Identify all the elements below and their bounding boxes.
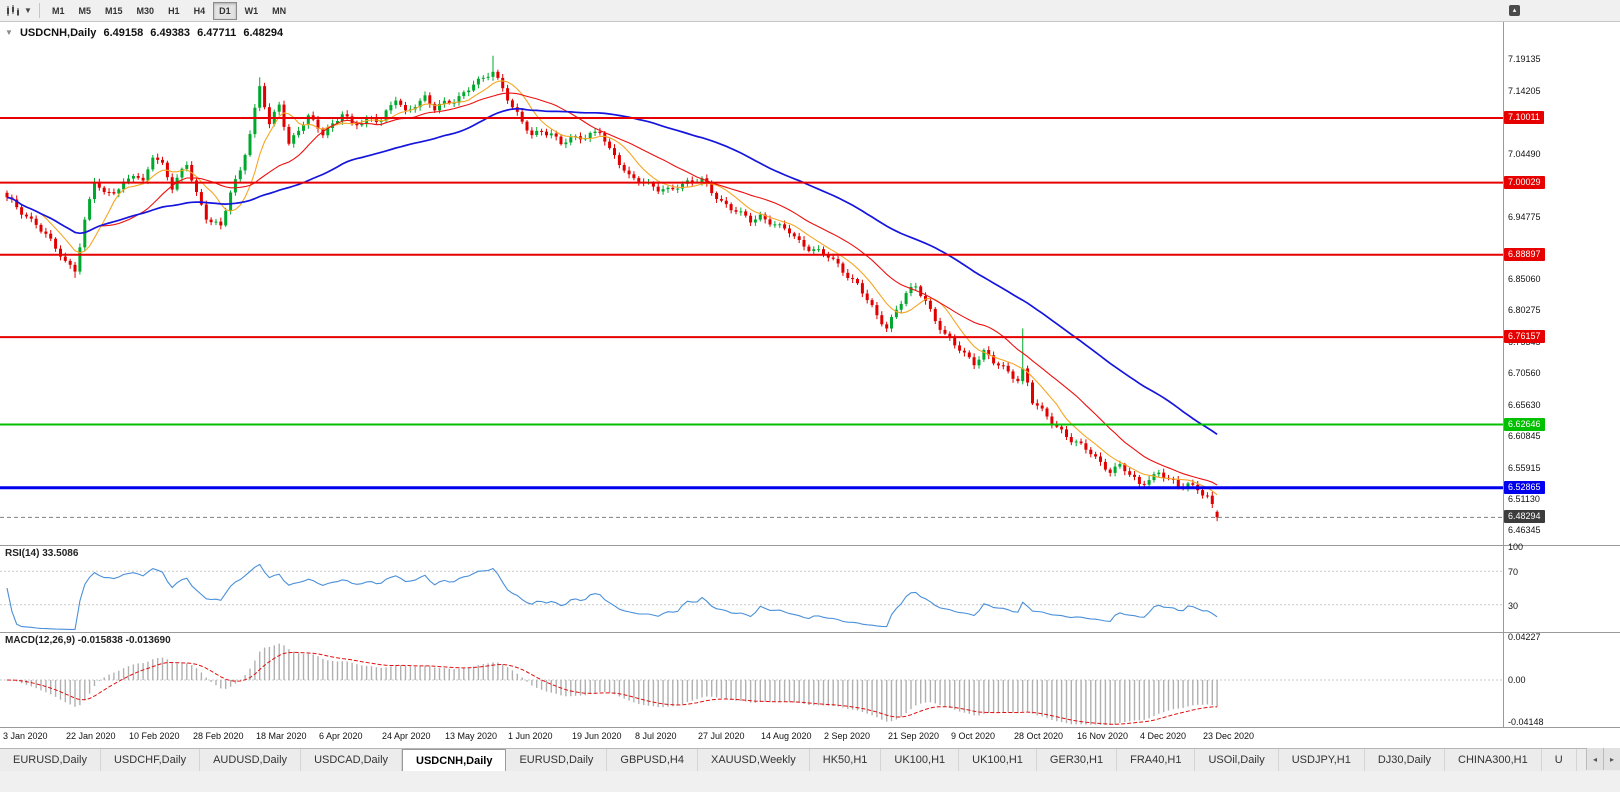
rsi-line [6, 563, 1218, 631]
tab-scroll-left-button[interactable]: ◂ [1586, 748, 1603, 770]
chart-tab-eurusd-daily[interactable]: EURUSD,Daily [506, 749, 608, 771]
chart-tab-uk100-h1[interactable]: UK100,H1 [959, 749, 1037, 771]
timeframe-button-d1[interactable]: D1 [213, 1, 237, 20]
chart-tab-usdcnh-daily[interactable]: USDCNH,Daily [402, 749, 507, 771]
chart-tab-hk50-h1[interactable]: HK50,H1 [810, 749, 882, 771]
macd-signal-line [6, 651, 1218, 725]
tab-scroll-buttons: ◂ ▸ [1586, 748, 1620, 770]
chart-tab-dj30-daily[interactable]: DJ30,Daily [1365, 749, 1446, 771]
chart-tab-ger30-h1[interactable]: GER30,H1 [1037, 749, 1118, 771]
timeframe-button-m1[interactable]: M1 [46, 2, 71, 20]
chart-tab-bar: EURUSD,Daily USDCHF,Daily AUDUSD,Daily USDC… [0, 748, 1620, 771]
timeframe-button-m30[interactable]: M30 [131, 2, 161, 20]
chart-tab-uk100-h1[interactable]: UK100,H1 [881, 749, 960, 771]
chart-type-caret-icon[interactable]: ▼ [24, 6, 32, 15]
chart-tab-u[interactable]: U [1542, 749, 1577, 771]
timeframe-buttons-group: M1 M5 M15 M30 H1 H4 D1 W1 MN [45, 1, 293, 20]
chart-tab-china300-h1[interactable]: CHINA300,H1 [1445, 749, 1542, 771]
ma-line-20[interactable] [6, 92, 1218, 486]
candlestick-series [5, 55, 1219, 522]
ma-line-8[interactable] [6, 80, 1218, 496]
timeframe-toolbar: ▼ M1 M5 M15 M30 H1 H4 D1 W1 MN ▴ [0, 0, 1620, 22]
chart-canvas[interactable] [0, 0, 1620, 747]
toolbar-overflow-button[interactable]: ▴ [1509, 5, 1520, 16]
toolbar-separator [39, 3, 40, 18]
macd-histogram [11, 643, 1218, 725]
timeframe-button-w1[interactable]: W1 [239, 2, 265, 20]
chart-tab-usdjpy-h1[interactable]: USDJPY,H1 [1279, 749, 1365, 771]
chart-tab-usdcad-daily[interactable]: USDCAD,Daily [301, 749, 403, 771]
chart-tab-fra40-h1[interactable]: FRA40,H1 [1117, 749, 1196, 771]
chart-type-icon[interactable] [4, 3, 22, 19]
chart-tab-audusd-daily[interactable]: AUDUSD,Daily [200, 749, 302, 771]
chart-tab-usdchf-daily[interactable]: USDCHF,Daily [101, 749, 201, 771]
timeframe-button-m15[interactable]: M15 [99, 2, 129, 20]
timeframe-button-h4[interactable]: H4 [188, 2, 212, 20]
ma-line-55[interactable] [6, 107, 1218, 436]
timeframe-button-mn[interactable]: MN [266, 2, 292, 20]
chart-tab-gbpusd-h4[interactable]: GBPUSD,H4 [607, 749, 698, 771]
chart-tab-usoil-daily[interactable]: USOil,Daily [1195, 749, 1279, 771]
timeframe-button-h1[interactable]: H1 [162, 2, 186, 20]
timeframe-button-m5[interactable]: M5 [73, 2, 98, 20]
chart-tab-eurusd-daily[interactable]: EURUSD,Daily [0, 749, 101, 771]
tab-scroll-right-button[interactable]: ▸ [1603, 748, 1620, 770]
chart-tab-xauusd-weekly[interactable]: XAUUSD,Weekly [698, 749, 810, 771]
bottom-filler [0, 770, 1620, 792]
